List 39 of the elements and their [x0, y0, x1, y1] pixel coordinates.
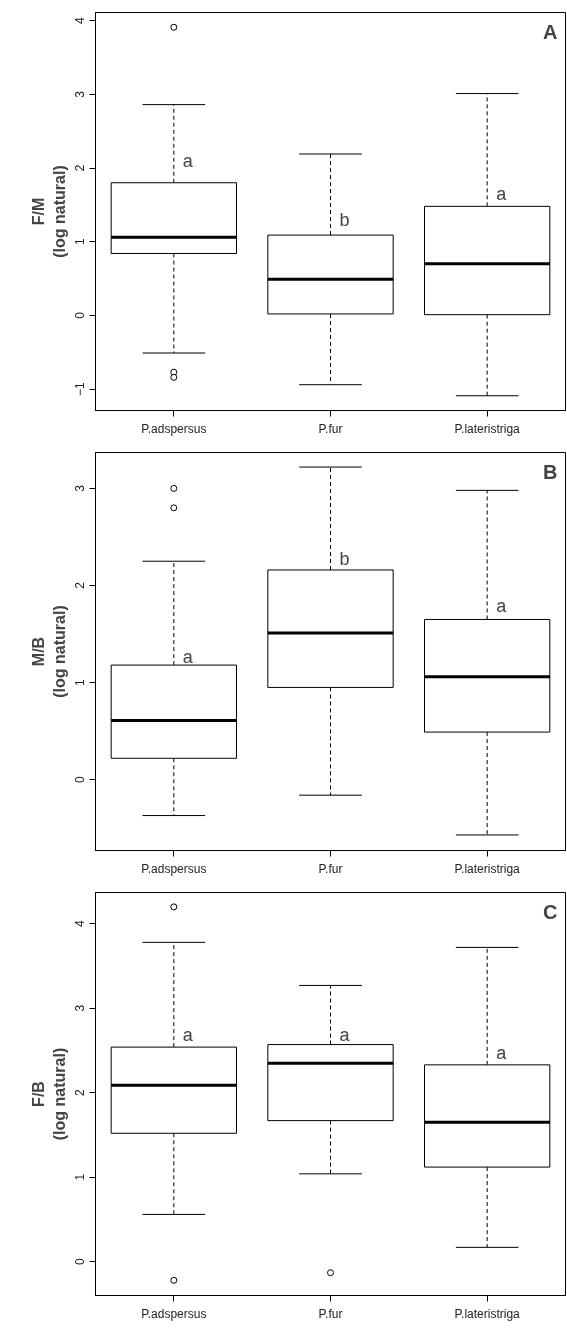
annotation: b: [339, 209, 350, 230]
annotation: a: [182, 1025, 194, 1046]
y-axis-title: M/B (log natural): [30, 605, 68, 698]
annotation: a: [496, 1043, 508, 1064]
y-tick-label: 1: [73, 1173, 88, 1181]
chart-title: B: [543, 460, 558, 483]
x-tick-label: P.lateristriga: [454, 861, 521, 876]
y-axis-title: F/B (log natural): [30, 1047, 68, 1141]
y-tick-label: 0: [73, 1258, 88, 1266]
y-tick-label: 1: [73, 238, 88, 246]
annotation: a: [496, 595, 508, 616]
annotation: a: [496, 183, 508, 204]
y-tick-label: 4: [73, 920, 88, 928]
x-tick-label: P.fur: [318, 861, 343, 876]
y-tick-label: 4: [73, 16, 88, 24]
y-tick-label: 2: [73, 1089, 88, 1097]
y-tick-label: 0: [73, 775, 88, 783]
annotation: a: [182, 647, 194, 668]
chart-title: A: [543, 20, 558, 43]
annotation: a: [339, 1025, 351, 1046]
x-tick-label: P.adspersus: [141, 1306, 207, 1321]
y-axis-title: F/M (log natural): [30, 165, 68, 258]
y-tick-label: −1: [73, 381, 88, 396]
y-tick-label: 3: [73, 1004, 88, 1012]
chart-title: C: [543, 900, 558, 923]
y-tick-label: 2: [73, 164, 88, 172]
y-tick-label: 0: [73, 311, 88, 319]
x-tick-label: P.fur: [318, 421, 343, 436]
y-tick-label: 3: [73, 90, 88, 98]
x-tick-label: P.adspersus: [141, 861, 207, 876]
y-tick-label: 3: [73, 484, 88, 492]
x-tick-label: P.adspersus: [141, 421, 207, 436]
x-tick-label: P.lateristriga: [454, 421, 521, 436]
annotation: a: [182, 150, 194, 171]
annotation: b: [339, 549, 350, 570]
y-tick-label: 2: [73, 581, 88, 589]
x-tick-label: P.fur: [318, 1306, 343, 1321]
x-tick-label: P.lateristriga: [454, 1306, 521, 1321]
y-tick-label: 1: [73, 678, 88, 686]
